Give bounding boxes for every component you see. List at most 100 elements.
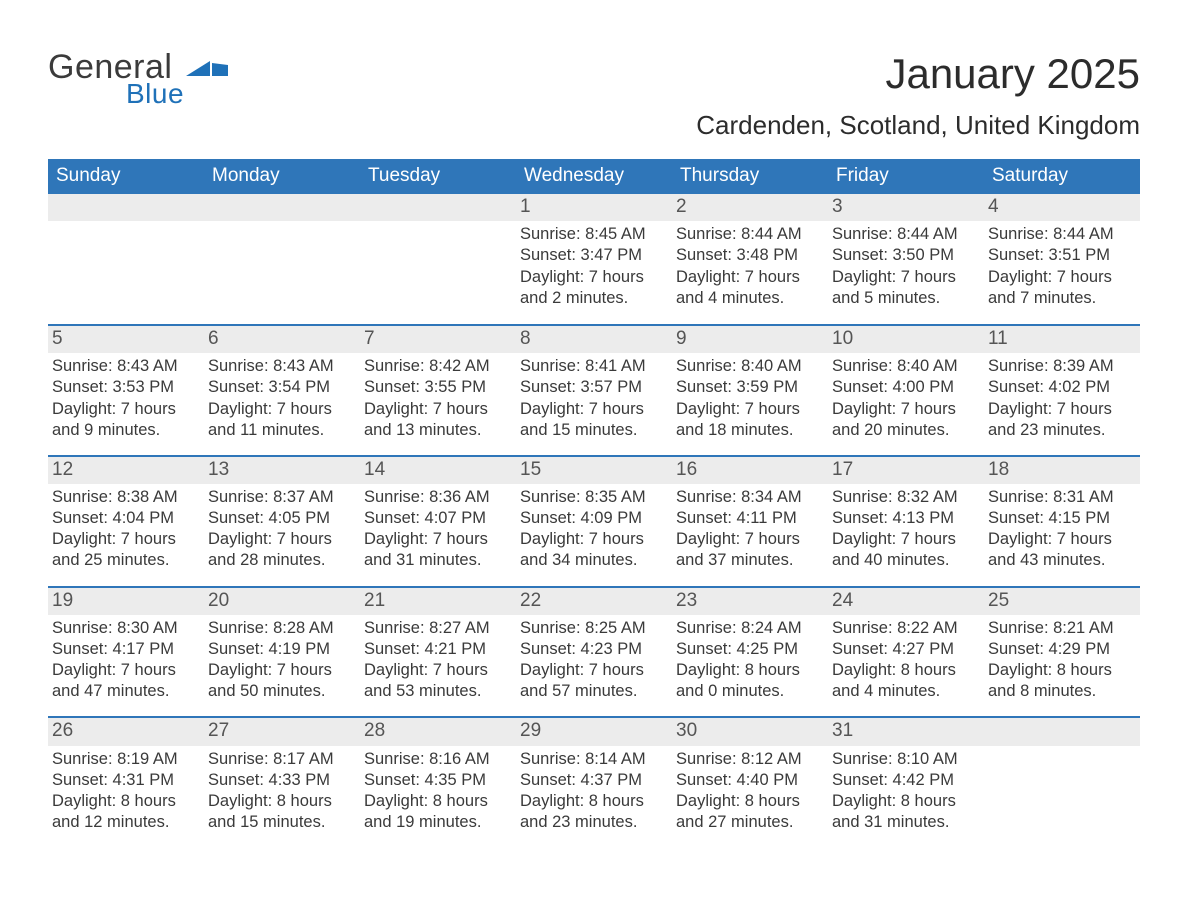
weekday-header: Sunday — [48, 159, 204, 194]
day-number: 30 — [672, 718, 828, 745]
sunrise-text: Sunrise: 8:39 AM — [988, 356, 1136, 377]
day-number: 14 — [360, 457, 516, 484]
day-number: . — [48, 194, 204, 221]
month-title: January 2025 — [696, 50, 1140, 98]
sunrise-text: Sunrise: 8:40 AM — [676, 356, 824, 377]
sunrise-text: Sunrise: 8:28 AM — [208, 618, 356, 639]
brand-logo: General Blue — [48, 50, 228, 108]
day-body: Sunrise: 8:39 AMSunset: 4:02 PMDaylight:… — [988, 356, 1136, 440]
day-cell: 3 Sunrise: 8:44 AMSunset: 3:50 PMDaylight… — [828, 194, 984, 324]
day-number: 1 — [516, 194, 672, 221]
day-body: Sunrise: 8:44 AMSunset: 3:50 PMDaylight:… — [832, 224, 980, 308]
sunrise-text: Sunrise: 8:16 AM — [364, 749, 512, 770]
sunrise-text: Sunrise: 8:27 AM — [364, 618, 512, 639]
sunset-text: Sunset: 4:02 PM — [988, 377, 1136, 398]
daylight-text: Daylight: 7 hours and 43 minutes. — [988, 529, 1136, 571]
day-body: Sunrise: 8:43 AMSunset: 3:54 PMDaylight:… — [208, 356, 356, 440]
day-number: 15 — [516, 457, 672, 484]
sunrise-text: Sunrise: 8:19 AM — [52, 749, 200, 770]
sunset-text: Sunset: 3:55 PM — [364, 377, 512, 398]
day-number: 7 — [360, 326, 516, 353]
weeks-container: ...1Sunrise: 8:45 AMSunset: 3:47 PMDayli… — [48, 194, 1140, 847]
day-cell: 7 Sunrise: 8:42 AMSunset: 3:55 PMDaylight… — [360, 326, 516, 455]
daylight-text: Daylight: 7 hours and 31 minutes. — [364, 529, 512, 571]
day-body: Sunrise: 8:28 AMSunset: 4:19 PMDaylight:… — [208, 618, 356, 702]
day-body: Sunrise: 8:21 AMSunset: 4:29 PMDaylight:… — [988, 618, 1136, 702]
calendar: Sunday Monday Tuesday Wednesday Thursday… — [48, 159, 1140, 847]
day-body: Sunrise: 8:25 AMSunset: 4:23 PMDaylight:… — [520, 618, 668, 702]
week-row: 19 Sunrise: 8:30 AMSunset: 4:17 PMDayligh… — [48, 586, 1140, 717]
sunset-text: Sunset: 4:11 PM — [676, 508, 824, 529]
day-number: 20 — [204, 588, 360, 615]
day-body: Sunrise: 8:10 AMSunset: 4:42 PMDaylight:… — [832, 749, 980, 833]
sunset-text: Sunset: 4:19 PM — [208, 639, 356, 660]
day-cell: 2Sunrise: 8:44 AMSunset: 3:48 PMDaylight… — [672, 194, 828, 324]
sunrise-text: Sunrise: 8:43 AM — [208, 356, 356, 377]
day-number: 2 — [672, 194, 828, 221]
day-number: 18 — [984, 457, 1140, 484]
sunrise-text: Sunrise: 8:24 AM — [676, 618, 824, 639]
day-cell: 13Sunrise: 8:37 AMSunset: 4:05 PMDayligh… — [204, 457, 360, 586]
day-body: Sunrise: 8:30 AMSunset: 4:17 PMDaylight:… — [52, 618, 200, 702]
day-body: Sunrise: 8:27 AMSunset: 4:21 PMDaylight:… — [364, 618, 512, 702]
sunrise-text: Sunrise: 8:37 AM — [208, 487, 356, 508]
sunset-text: Sunset: 4:31 PM — [52, 770, 200, 791]
day-cell: 25Sunrise: 8:21 AMSunset: 4:29 PMDayligh… — [984, 588, 1140, 717]
day-cell: 5Sunrise: 8:43 AMSunset: 3:53 PMDaylight… — [48, 326, 204, 455]
sunset-text: Sunset: 3:47 PM — [520, 245, 668, 266]
day-number: 27 — [204, 718, 360, 745]
sunset-text: Sunset: 4:07 PM — [364, 508, 512, 529]
sunset-text: Sunset: 3:57 PM — [520, 377, 668, 398]
day-number: 10 — [828, 326, 984, 353]
daylight-text: Daylight: 7 hours and 7 minutes. — [988, 267, 1136, 309]
sunset-text: Sunset: 4:13 PM — [832, 508, 980, 529]
day-cell: 6 Sunrise: 8:43 AMSunset: 3:54 PMDaylight… — [204, 326, 360, 455]
day-body: Sunrise: 8:34 AMSunset: 4:11 PMDaylight:… — [676, 487, 824, 571]
day-body: Sunrise: 8:42 AMSunset: 3:55 PMDaylight:… — [364, 356, 512, 440]
sunrise-text: Sunrise: 8:32 AM — [832, 487, 980, 508]
day-body: Sunrise: 8:22 AMSunset: 4:27 PMDaylight:… — [832, 618, 980, 702]
day-number: 19 — [48, 588, 204, 615]
day-number: 21 — [360, 588, 516, 615]
sunrise-text: Sunrise: 8:21 AM — [988, 618, 1136, 639]
daylight-text: Daylight: 7 hours and 50 minutes. — [208, 660, 356, 702]
day-number: 3 — [828, 194, 984, 221]
day-number: 6 — [204, 326, 360, 353]
day-cell: 27 Sunrise: 8:17 AMSunset: 4:33 PMDayligh… — [204, 718, 360, 847]
sunset-text: Sunset: 4:29 PM — [988, 639, 1136, 660]
flag-icon — [186, 52, 228, 86]
sunset-text: Sunset: 4:25 PM — [676, 639, 824, 660]
sunset-text: Sunset: 3:53 PM — [52, 377, 200, 398]
daylight-text: Daylight: 8 hours and 23 minutes. — [520, 791, 668, 833]
day-cell: 28Sunrise: 8:16 AMSunset: 4:35 PMDayligh… — [360, 718, 516, 847]
day-number: 22 — [516, 588, 672, 615]
daylight-text: Daylight: 7 hours and 13 minutes. — [364, 399, 512, 441]
sunset-text: Sunset: 4:40 PM — [676, 770, 824, 791]
weekday-header: Tuesday — [360, 159, 516, 194]
daylight-text: Daylight: 8 hours and 12 minutes. — [52, 791, 200, 833]
sunset-text: Sunset: 4:27 PM — [832, 639, 980, 660]
day-body: Sunrise: 8:32 AMSunset: 4:13 PMDaylight:… — [832, 487, 980, 571]
day-body: Sunrise: 8:17 AMSunset: 4:33 PMDaylight:… — [208, 749, 356, 833]
day-cell: 1Sunrise: 8:45 AMSunset: 3:47 PMDaylight… — [516, 194, 672, 324]
day-cell: 4Sunrise: 8:44 AMSunset: 3:51 PMDaylight… — [984, 194, 1140, 324]
weekday-header-row: Sunday Monday Tuesday Wednesday Thursday… — [48, 159, 1140, 194]
day-cell: 26 Sunrise: 8:19 AMSunset: 4:31 PMDayligh… — [48, 718, 204, 847]
day-body: Sunrise: 8:43 AMSunset: 3:53 PMDaylight:… — [52, 356, 200, 440]
sunset-text: Sunset: 4:05 PM — [208, 508, 356, 529]
day-body: Sunrise: 8:19 AMSunset: 4:31 PMDaylight:… — [52, 749, 200, 833]
sunset-text: Sunset: 4:35 PM — [364, 770, 512, 791]
sunrise-text: Sunrise: 8:12 AM — [676, 749, 824, 770]
day-number: 26 — [48, 718, 204, 745]
sunrise-text: Sunrise: 8:25 AM — [520, 618, 668, 639]
week-row: 12Sunrise: 8:38 AMSunset: 4:04 PMDayligh… — [48, 455, 1140, 586]
day-cell: 31Sunrise: 8:10 AMSunset: 4:42 PMDayligh… — [828, 718, 984, 847]
sunrise-text: Sunrise: 8:45 AM — [520, 224, 668, 245]
day-cell: 30Sunrise: 8:12 AMSunset: 4:40 PMDayligh… — [672, 718, 828, 847]
day-cell: 19 Sunrise: 8:30 AMSunset: 4:17 PMDayligh… — [48, 588, 204, 717]
day-cell: 24Sunrise: 8:22 AMSunset: 4:27 PMDayligh… — [828, 588, 984, 717]
day-number: . — [984, 718, 1140, 745]
week-row: 26Sunrise: 8:19 AMSunset: 4:31 PMDayligh… — [48, 716, 1140, 847]
day-body: Sunrise: 8:14 AMSunset: 4:37 PMDaylight:… — [520, 749, 668, 833]
day-number: 8 — [516, 326, 672, 353]
